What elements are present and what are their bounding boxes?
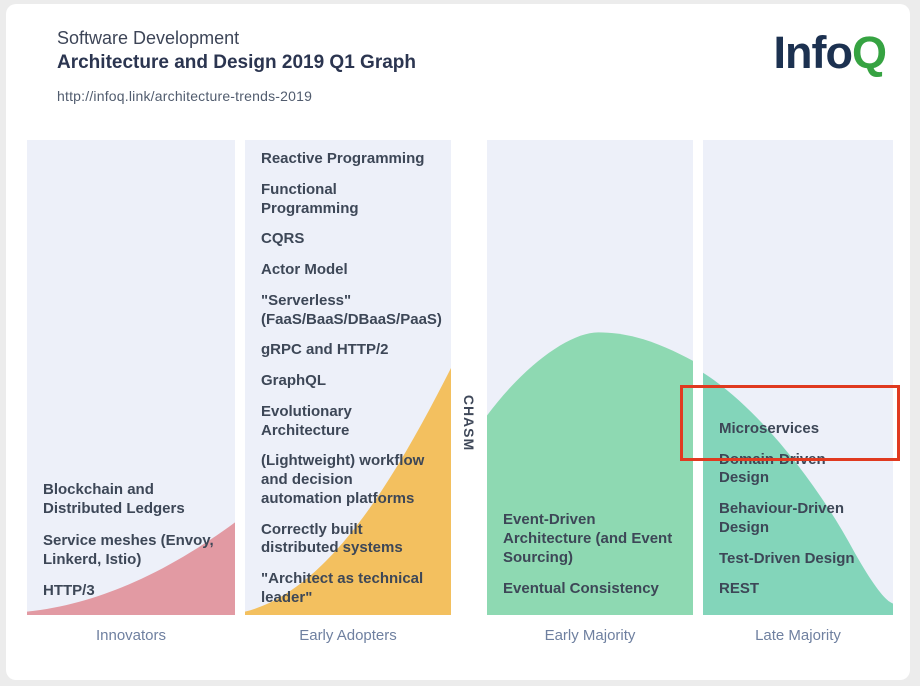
column-label-early-majority: Early Majority bbox=[544, 627, 636, 644]
header: Software Development Architecture and De… bbox=[57, 28, 416, 104]
chasm-label: CHASM bbox=[461, 394, 477, 452]
tech-item-microservices: Microservices bbox=[719, 419, 820, 437]
tech-item: Service meshes (Envoy, Linkerd, Istio) bbox=[43, 531, 214, 568]
tech-item: Event-Driven Architecture (and Event Sou… bbox=[503, 511, 673, 566]
adoption-graph: Blockchain and Distributed Ledgers Servi… bbox=[27, 140, 893, 615]
logo-text-q: Q bbox=[851, 27, 887, 78]
column-labels-row: Innovators Early Adopters Early Majority… bbox=[27, 622, 893, 650]
tech-item: GraphQL bbox=[261, 372, 327, 389]
tech-item: Blockchain and Distributed Ledgers bbox=[43, 481, 185, 517]
early-majority-items: Event-Driven Architecture (and Event Sou… bbox=[487, 511, 693, 615]
tech-item: "Serverless" (FaaS/BaaS/DBaaS/PaaS) bbox=[261, 291, 442, 328]
tech-item: HTTP/3 bbox=[43, 582, 95, 600]
tech-item: Correctly built distributed systems bbox=[261, 520, 403, 557]
tech-item: Eventual Consistency bbox=[503, 580, 659, 598]
late-majority-curve bbox=[703, 372, 893, 615]
tech-item: (Lightweight) workflow and decision auto… bbox=[261, 452, 425, 507]
column-label-early-adopters: Early Adopters bbox=[299, 627, 397, 644]
innovators-items: Blockchain and Distributed Ledgers Servi… bbox=[27, 481, 235, 615]
logo-text-info: Info bbox=[773, 27, 853, 78]
tech-item: "Architect as technical leader" bbox=[261, 570, 424, 606]
source-url: http://infoq.link/architecture-trends-20… bbox=[57, 88, 313, 104]
tech-item: Domain-Driven Design bbox=[719, 450, 826, 487]
early-majority-curve bbox=[487, 332, 693, 615]
tech-item: gRPC and HTTP/2 bbox=[261, 341, 389, 359]
early-adopters-items: Reactive Programming Functional Programm… bbox=[245, 150, 451, 608]
column-innovators: Blockchain and Distributed Ledgers Servi… bbox=[27, 140, 235, 615]
tech-item: Actor Model bbox=[261, 261, 348, 278]
column-early-majority: Event-Driven Architecture (and Event Sou… bbox=[487, 140, 693, 615]
column-late-majority: Microservices Domain-Driven Design Behav… bbox=[703, 140, 893, 615]
tech-item: Functional Programming bbox=[261, 180, 359, 217]
tech-item: Test-Driven Design bbox=[719, 549, 855, 567]
chasm-divider: CHASM bbox=[451, 140, 487, 615]
tech-item: CQRS bbox=[261, 230, 305, 248]
page-title: Architecture and Design 2019 Q1 Graph bbox=[57, 52, 417, 73]
graph-card: Software Development Architecture and De… bbox=[6, 4, 910, 680]
innovators-curve bbox=[27, 522, 235, 615]
infoq-logo: InfoQ bbox=[773, 27, 887, 78]
tech-item: REST bbox=[719, 580, 760, 598]
tech-item: Behaviour-Driven Design bbox=[719, 500, 845, 536]
column-label-late-majority: Late Majority bbox=[755, 627, 841, 644]
early-adopters-curve bbox=[245, 368, 451, 615]
column-early-adopters: Reactive Programming Functional Programm… bbox=[245, 140, 451, 615]
tech-item: Reactive Programming bbox=[261, 150, 425, 167]
header-category: Software Development bbox=[57, 28, 240, 48]
late-majority-items: Microservices Domain-Driven Design Behav… bbox=[703, 420, 893, 615]
column-label-innovators: Innovators bbox=[95, 627, 167, 644]
tech-item: Evolutionary Architecture bbox=[261, 402, 352, 439]
